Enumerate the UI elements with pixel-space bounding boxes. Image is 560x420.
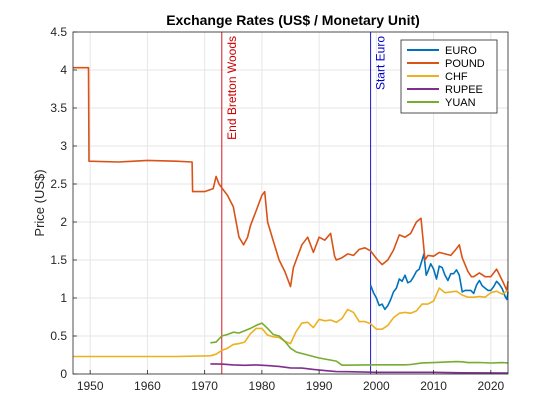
legend-entry-euro: EURO (445, 45, 477, 57)
y-tick-label: 1.5 (50, 253, 67, 267)
y-tick-label: 0 (60, 367, 67, 381)
y-tick-label: 3.5 (50, 101, 67, 115)
plot-area-border (72, 31, 509, 375)
x-tick-label: 1990 (306, 379, 333, 393)
x-tick-label: 1970 (191, 379, 218, 393)
series-line-euro (369, 253, 509, 311)
y-axis-label: Price (US$) (32, 169, 47, 236)
x-tick-label: 2010 (420, 379, 447, 393)
series-line-chf (73, 287, 509, 358)
y-tick-label: 4.5 (50, 25, 67, 39)
y-tick-label: 0.5 (50, 329, 67, 343)
series-line-pound (73, 66, 509, 292)
vertical-marker-lines: End Bretton Woods Start Euro (221, 32, 388, 374)
x-tick-label: 2000 (363, 379, 390, 393)
y-tick-label: 2 (60, 215, 67, 229)
y-tick-label: 2.5 (50, 177, 67, 191)
x-tick-label: 1960 (134, 379, 161, 393)
legend-entry-pound: POUND (445, 58, 485, 70)
chart-title: Exchange Rates (US$ / Monetary Unit) (166, 12, 420, 28)
x-tick-label: 2020 (477, 379, 504, 393)
x-tick-label: 1980 (249, 379, 276, 393)
legend-entry-yuan: YUAN (445, 97, 476, 109)
axis-ticks: 1950 1960 1970 1980 1990 2000 2010 2020 0 0.5 1 1.5… (50, 25, 504, 393)
y-tick-label: 4 (60, 63, 67, 77)
series-line-yuan (210, 322, 509, 367)
y-tick-label: 3 (60, 139, 67, 153)
vertical-marker-label: Start Euro (374, 36, 388, 90)
legend-entry-chf: CHF (445, 71, 468, 83)
vertical-marker-label: End Bretton Woods (225, 36, 239, 140)
legend-entry-rupee: RUPEE (445, 84, 483, 96)
y-tick-label: 1 (60, 291, 67, 305)
x-tick-label: 1950 (77, 379, 104, 393)
